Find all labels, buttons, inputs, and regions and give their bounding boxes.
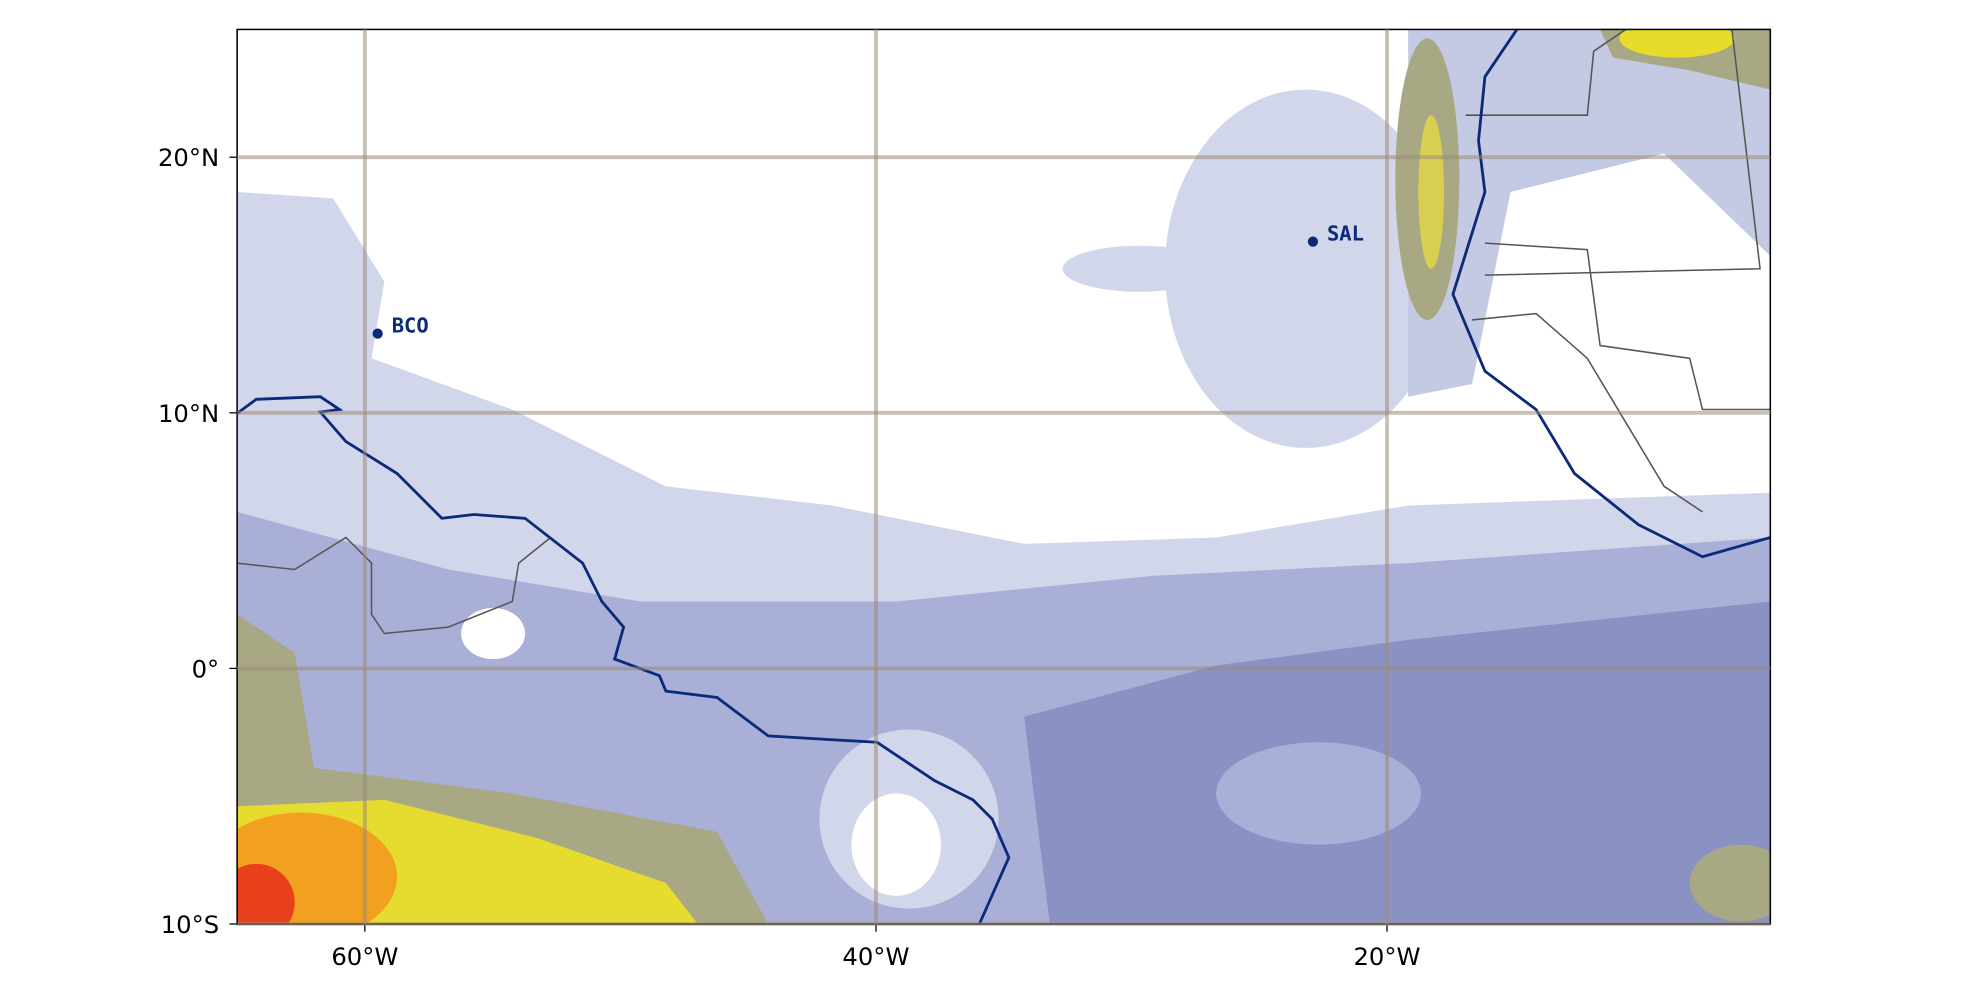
x-tick-label: 40°W xyxy=(842,942,909,971)
x-tick-label: 20°W xyxy=(1353,942,1420,971)
station-marker xyxy=(372,328,383,339)
border xyxy=(1465,29,1627,116)
field-medium xyxy=(1216,742,1421,845)
field-light xyxy=(1408,29,1771,397)
y-tick-label: 10°N xyxy=(158,399,219,428)
field-orange xyxy=(237,812,398,925)
station-label: SAL xyxy=(1327,221,1364,245)
field-yellow xyxy=(1619,29,1735,58)
y-tick-label: 0° xyxy=(192,654,220,683)
border xyxy=(237,536,552,635)
field-yellow xyxy=(1418,115,1444,269)
border xyxy=(1472,312,1703,513)
station-label: BCO xyxy=(392,313,429,337)
field-light xyxy=(1062,245,1217,292)
station-marker xyxy=(1307,236,1319,247)
field-olive xyxy=(1689,844,1771,922)
coastline xyxy=(1451,29,1771,559)
borders xyxy=(237,29,1771,635)
field-clear xyxy=(851,793,942,896)
y-tick-label: 10°S xyxy=(161,910,219,939)
x-tick-label: 60°W xyxy=(331,942,398,971)
field-red xyxy=(237,863,295,925)
field-light xyxy=(1164,89,1447,448)
y-tick-label: 20°N xyxy=(158,143,219,172)
field-clear xyxy=(461,607,526,660)
border xyxy=(1484,242,1771,411)
border xyxy=(1484,29,1761,276)
